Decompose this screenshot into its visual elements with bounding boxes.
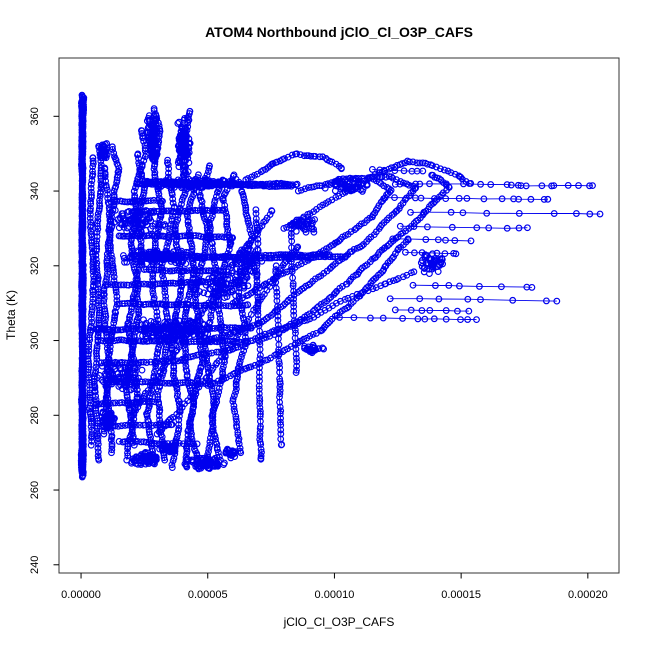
y-axis-ticks: 240 260 280 300 320 340 360 bbox=[29, 107, 59, 574]
data-series bbox=[77, 91, 604, 481]
y-tick-label: 340 bbox=[29, 182, 41, 200]
series-line bbox=[392, 238, 472, 242]
series-line bbox=[275, 265, 283, 446]
y-axis-label: Theta (K) bbox=[4, 290, 18, 340]
x-tick-label: 0.00005 bbox=[188, 589, 228, 601]
series-line bbox=[412, 284, 532, 288]
series-line bbox=[93, 146, 102, 461]
x-axis-ticks: 0.00000 0.00005 0.00010 0.00015 0.00020 bbox=[61, 573, 608, 601]
series-line bbox=[87, 157, 95, 446]
chart-title: ATOM4 Northbound jClO_Cl_O3P_CAFS bbox=[205, 24, 473, 40]
y-tick-label: 300 bbox=[29, 331, 41, 349]
data-point-markers bbox=[77, 91, 604, 481]
x-tick-label: 0.00000 bbox=[61, 589, 101, 601]
x-tick-label: 0.00010 bbox=[315, 589, 355, 601]
series-line bbox=[400, 225, 528, 229]
x-axis-label: jClO_Cl_O3P_CAFS bbox=[283, 615, 395, 629]
series-line bbox=[385, 197, 548, 200]
y-tick-label: 260 bbox=[29, 481, 41, 499]
x-tick-label: 0.00020 bbox=[568, 589, 608, 601]
series-line bbox=[339, 316, 477, 321]
series-line bbox=[410, 211, 600, 215]
y-tick-label: 280 bbox=[29, 406, 41, 424]
x-tick-label: 0.00015 bbox=[441, 589, 481, 601]
series-line bbox=[390, 298, 557, 302]
y-tick-label: 240 bbox=[29, 556, 41, 574]
y-tick-label: 360 bbox=[29, 107, 41, 125]
plot-box bbox=[58, 57, 620, 574]
series-line bbox=[395, 309, 469, 312]
y-tick-label: 320 bbox=[29, 257, 41, 275]
plot-box-rect bbox=[58, 57, 620, 574]
